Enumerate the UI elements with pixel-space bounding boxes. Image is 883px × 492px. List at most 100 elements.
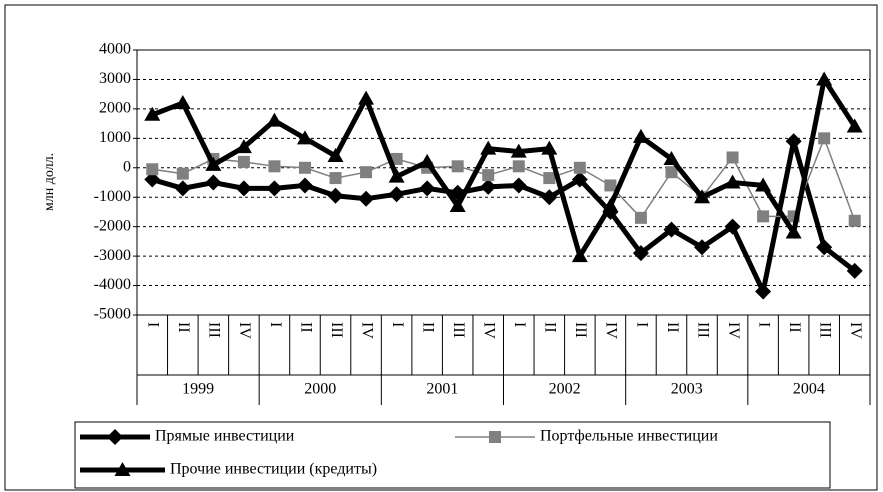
marker [480, 178, 497, 195]
marker [663, 150, 680, 165]
marker [724, 218, 741, 235]
marker [482, 169, 495, 182]
x-tick-label: II [297, 322, 314, 333]
marker [360, 166, 373, 179]
marker [298, 161, 311, 174]
y-tick-label: -3000 [94, 247, 131, 264]
marker [632, 128, 649, 143]
marker [726, 151, 739, 164]
y-tick-label: 4000 [99, 41, 131, 58]
marker [541, 140, 558, 155]
x-group-label: 2004 [793, 381, 825, 398]
marker [266, 112, 283, 127]
marker [419, 180, 436, 197]
marker [296, 130, 313, 145]
marker [818, 132, 831, 145]
marker [114, 462, 131, 476]
marker [144, 171, 161, 188]
marker [451, 160, 464, 173]
marker [785, 133, 802, 150]
x-tick-label: II [664, 322, 681, 333]
x-tick-label: II [542, 322, 559, 333]
x-tick-label: IV [358, 322, 375, 339]
marker [604, 179, 617, 192]
marker [510, 177, 527, 194]
x-tick-label: II [175, 322, 192, 333]
marker [144, 106, 161, 121]
x-tick-label: IV [236, 322, 253, 339]
y-tick-label: 0 [123, 158, 131, 175]
marker [235, 180, 252, 197]
marker [848, 214, 861, 227]
marker [510, 143, 527, 158]
marker [237, 155, 250, 168]
marker [268, 160, 281, 173]
y-tick-label: 1000 [99, 129, 131, 146]
marker [816, 239, 833, 256]
marker [266, 180, 283, 197]
x-tick-label: IV [847, 322, 864, 339]
y-tick-label: -2000 [94, 217, 131, 234]
marker [480, 140, 497, 155]
x-tick-label: I [633, 322, 650, 327]
y-tick-label: 3000 [99, 70, 131, 87]
marker [541, 189, 558, 206]
marker [327, 148, 344, 162]
y-tick-label: -4000 [94, 276, 131, 293]
marker [785, 224, 802, 239]
x-group-label: 2001 [426, 381, 458, 398]
x-tick-label: I [267, 322, 284, 327]
marker [846, 118, 863, 133]
legend-label: Прямые инвестиции [155, 428, 295, 445]
x-tick-label: I [755, 322, 772, 327]
x-tick-label: II [419, 322, 436, 333]
marker [176, 167, 189, 180]
marker [694, 189, 711, 204]
marker [816, 71, 833, 86]
legend-label: Портфельные инвестиции [540, 428, 718, 445]
marker [296, 177, 313, 194]
x-tick-label: I [511, 322, 528, 327]
marker [634, 211, 647, 224]
marker [543, 172, 556, 185]
x-tick-label: IV [603, 322, 620, 339]
marker [757, 210, 770, 223]
x-tick-label: III [817, 322, 834, 338]
x-tick-label: III [206, 322, 223, 338]
marker [390, 152, 403, 165]
marker [846, 262, 863, 279]
marker [632, 245, 649, 262]
marker [388, 186, 405, 203]
legend-label: Прочие инвестиции (кредиты) [170, 461, 377, 478]
marker [235, 139, 252, 154]
marker [327, 187, 344, 204]
x-tick-label: I [389, 322, 406, 327]
marker [665, 166, 678, 179]
marker [358, 190, 375, 207]
x-tick-label: III [572, 322, 589, 338]
marker [512, 160, 525, 173]
marker [489, 431, 501, 443]
marker [602, 198, 619, 213]
marker [107, 429, 123, 445]
marker [329, 172, 342, 185]
y-tick-label: -1000 [94, 188, 131, 205]
marker [724, 174, 741, 189]
marker [205, 156, 222, 171]
x-group-label: 1999 [182, 381, 214, 398]
y-tick-label: -5000 [94, 306, 131, 323]
marker [755, 283, 772, 300]
x-group-label: 2002 [549, 381, 581, 398]
marker [174, 180, 191, 197]
x-tick-label: IV [725, 322, 742, 339]
marker [449, 198, 466, 213]
x-tick-label: III [694, 322, 711, 338]
x-tick-label: I [145, 322, 162, 327]
marker [205, 174, 222, 191]
marker [663, 221, 680, 238]
y-axis-label: млн долл. [42, 153, 57, 211]
marker [694, 239, 711, 256]
x-tick-label: III [450, 322, 467, 338]
x-tick-label: III [328, 322, 345, 338]
y-tick-label: 2000 [99, 100, 131, 117]
